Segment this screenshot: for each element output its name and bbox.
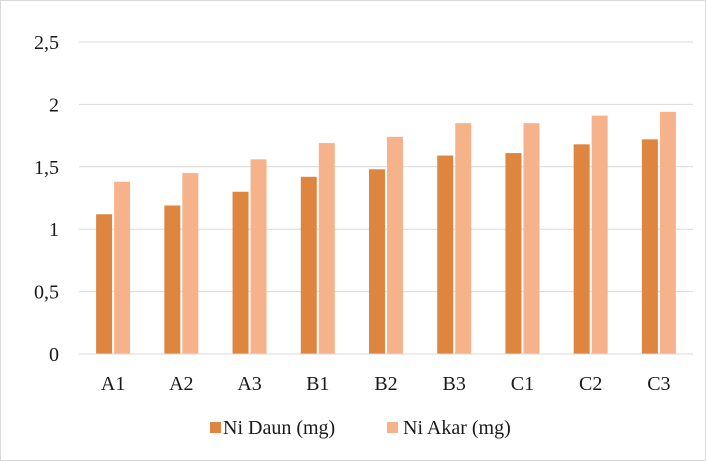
bar-ni-daun-c2 [573, 144, 590, 354]
x-tick-label: C1 [511, 373, 534, 395]
y-tick-label: 1 [49, 219, 59, 241]
y-tick-label: 2,5 [34, 32, 59, 54]
x-tick-label: C2 [579, 373, 602, 395]
x-tick-label: A2 [169, 373, 193, 395]
bar-ni-daun-c3 [641, 139, 658, 354]
bar-ni-akar-c3 [659, 111, 676, 354]
legend-label-ni-akar: Ni Akar (mg) [403, 417, 511, 439]
y-tick-label: 2 [49, 94, 59, 116]
y-tick-label: 0 [49, 344, 59, 366]
gridlines [79, 41, 693, 293]
x-tick-label: B1 [306, 373, 329, 395]
bar-ni-daun-b3 [437, 155, 454, 354]
x-tick-label: C3 [647, 373, 670, 395]
bar-ni-akar-b2 [387, 136, 403, 354]
bar-ni-daun-b1 [300, 176, 317, 354]
bar-ni-akar-b3 [455, 123, 472, 355]
x-tick-label: B2 [374, 373, 397, 395]
bar-ni-akar-a2 [182, 173, 199, 354]
bar-ni-daun-c1 [505, 153, 522, 354]
bar-ni-daun-b2 [369, 169, 385, 354]
legend-label-ni-daun: Ni Daun (mg) [223, 417, 335, 439]
bar-ni-daun-a3 [232, 191, 249, 354]
bar-ni-daun-a2 [164, 205, 181, 354]
x-tick-label: B3 [443, 373, 466, 395]
bar-ni-akar-b1 [318, 143, 335, 354]
x-tick-label: A1 [101, 373, 125, 395]
bar-ni-akar-c1 [523, 123, 540, 355]
bars [96, 111, 676, 355]
bar-ni-daun-a1 [96, 214, 113, 354]
legend-swatch-ni-akar [387, 422, 398, 433]
legend-swatch-ni-daun [210, 422, 221, 433]
bar-ni-akar-a1 [114, 181, 131, 354]
bar-ni-akar-a3 [250, 159, 267, 354]
y-tick-label: 1,5 [34, 157, 59, 179]
bar-ni-akar-c2 [591, 115, 608, 354]
axes: 0 0,5 1 1,5 2 2,5 A1 A2 A3 B1 B2 B3 C1 C2 C3 [34, 32, 693, 395]
x-tick-label: A3 [237, 373, 261, 395]
legend: Ni Daun (mg) Ni Akar (mg) [210, 417, 511, 439]
y-tick-label: 0,5 [34, 282, 59, 304]
